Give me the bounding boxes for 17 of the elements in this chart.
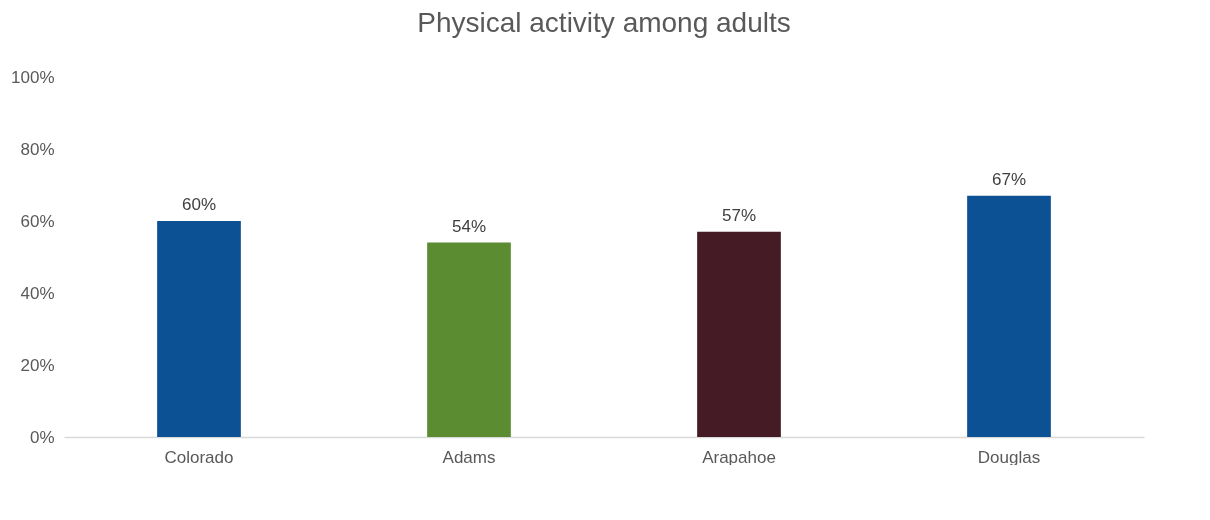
y-tick-label: 40% [20, 283, 55, 303]
y-tick-label: 60% [20, 211, 55, 231]
data-label: 57% [721, 205, 757, 225]
chart-title: Physical activity among adults [417, 7, 791, 38]
y-tick-label: 80% [20, 139, 55, 159]
data-label: 54% [451, 216, 487, 236]
x-tick-label: Adams [442, 447, 496, 467]
bar [427, 242, 511, 437]
bar [157, 221, 241, 437]
y-tick-label: 20% [20, 355, 55, 375]
bar [697, 231, 781, 437]
bar [967, 195, 1051, 437]
y-tick-label: 100% [11, 67, 55, 87]
x-tick-label: Colorado [164, 447, 234, 467]
y-tick-label: 0% [29, 427, 55, 447]
data-label: 60% [181, 195, 217, 214]
data-label: 67% [991, 169, 1027, 189]
